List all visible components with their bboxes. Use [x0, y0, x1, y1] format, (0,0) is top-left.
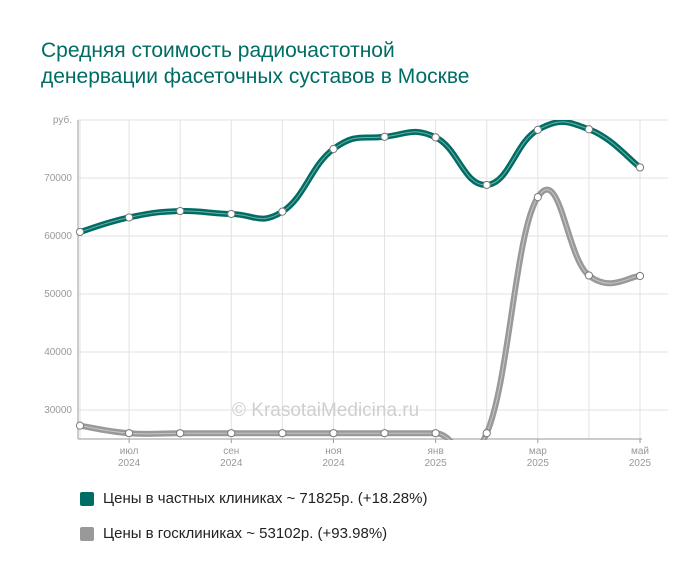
legend-swatch-private [80, 491, 94, 506]
data-point-private[interactable] [482, 180, 491, 190]
x-tick-month: янв [428, 446, 444, 457]
legend-item-public: Цены в госклиниках ~ 53102р. (+93.98%) [80, 525, 387, 542]
axes [77, 120, 642, 443]
data-point-private[interactable] [176, 206, 185, 216]
data-point-public[interactable] [431, 429, 440, 438]
x-tick-month: мар [529, 446, 547, 457]
x-tick-year: 2025 [629, 458, 652, 469]
data-point-public[interactable] [635, 271, 645, 281]
data-point-public[interactable] [75, 421, 85, 430]
legend-item-private: Цены в частных клиниках ~ 71825р. (+18.2… [80, 490, 427, 507]
data-point-private[interactable] [227, 209, 236, 219]
data-point-public[interactable] [584, 271, 594, 280]
data-point-private[interactable] [278, 207, 287, 216]
y-tick-label: 50000 [44, 289, 72, 300]
x-tick-year: 2024 [322, 458, 345, 469]
data-point-private[interactable] [124, 213, 134, 222]
x-tick-year: 2024 [220, 458, 243, 469]
legend-swatch-public [80, 526, 94, 541]
x-tick-month: ноя [325, 446, 342, 457]
data-point-public[interactable] [482, 429, 491, 438]
legend-label-public: Цены в госклиниках ~ 53102р. (+93.98%) [103, 525, 388, 542]
data-point-private[interactable] [75, 227, 85, 237]
data-point-public[interactable] [124, 429, 134, 438]
grid-lines [78, 119, 668, 439]
data-point-private[interactable] [431, 133, 440, 142]
x-tick-month: сен [223, 446, 239, 457]
data-point-private[interactable] [635, 163, 645, 172]
x-tick-year: 2025 [527, 458, 550, 469]
x-tick-year: 2024 [118, 458, 141, 469]
data-point-public[interactable] [278, 429, 287, 438]
watermark: © KrasotaiMedicina.ru [232, 400, 419, 421]
data-point-private[interactable] [533, 125, 542, 134]
y-tick-label: 30000 [44, 405, 72, 416]
tick-labels: руб.3000040000500006000070000июл2024сен2… [44, 114, 651, 469]
x-tick-year: 2025 [425, 458, 448, 469]
data-point-private[interactable] [584, 125, 594, 134]
data-points [75, 125, 645, 438]
series-line-private [77, 120, 643, 235]
legend-label-private: Цены в частных клиниках ~ 71825р. (+18.2… [103, 490, 428, 507]
x-tick-month: май [631, 446, 649, 457]
data-point-public[interactable] [380, 429, 389, 438]
y-tick-label: 40000 [44, 347, 72, 358]
data-point-public[interactable] [227, 429, 236, 438]
data-point-private[interactable] [329, 144, 338, 154]
data-point-private[interactable] [380, 132, 389, 141]
chart-title-line-1: Средняя стоимость радиочастотной [41, 39, 395, 62]
data-point-public[interactable] [176, 429, 185, 438]
data-point-public[interactable] [533, 193, 542, 202]
chart-title-line-2: денервации фасеточных суставов в Москве [41, 65, 470, 88]
data-point-public[interactable] [329, 429, 338, 438]
y-tick-label: 70000 [44, 173, 72, 184]
chart-title: Средняя стоимость радиочастотной денерва… [41, 38, 661, 90]
y-tick-label: 60000 [44, 231, 72, 242]
x-tick-month: июл [120, 446, 139, 457]
y-axis-label: руб. [53, 114, 72, 126]
